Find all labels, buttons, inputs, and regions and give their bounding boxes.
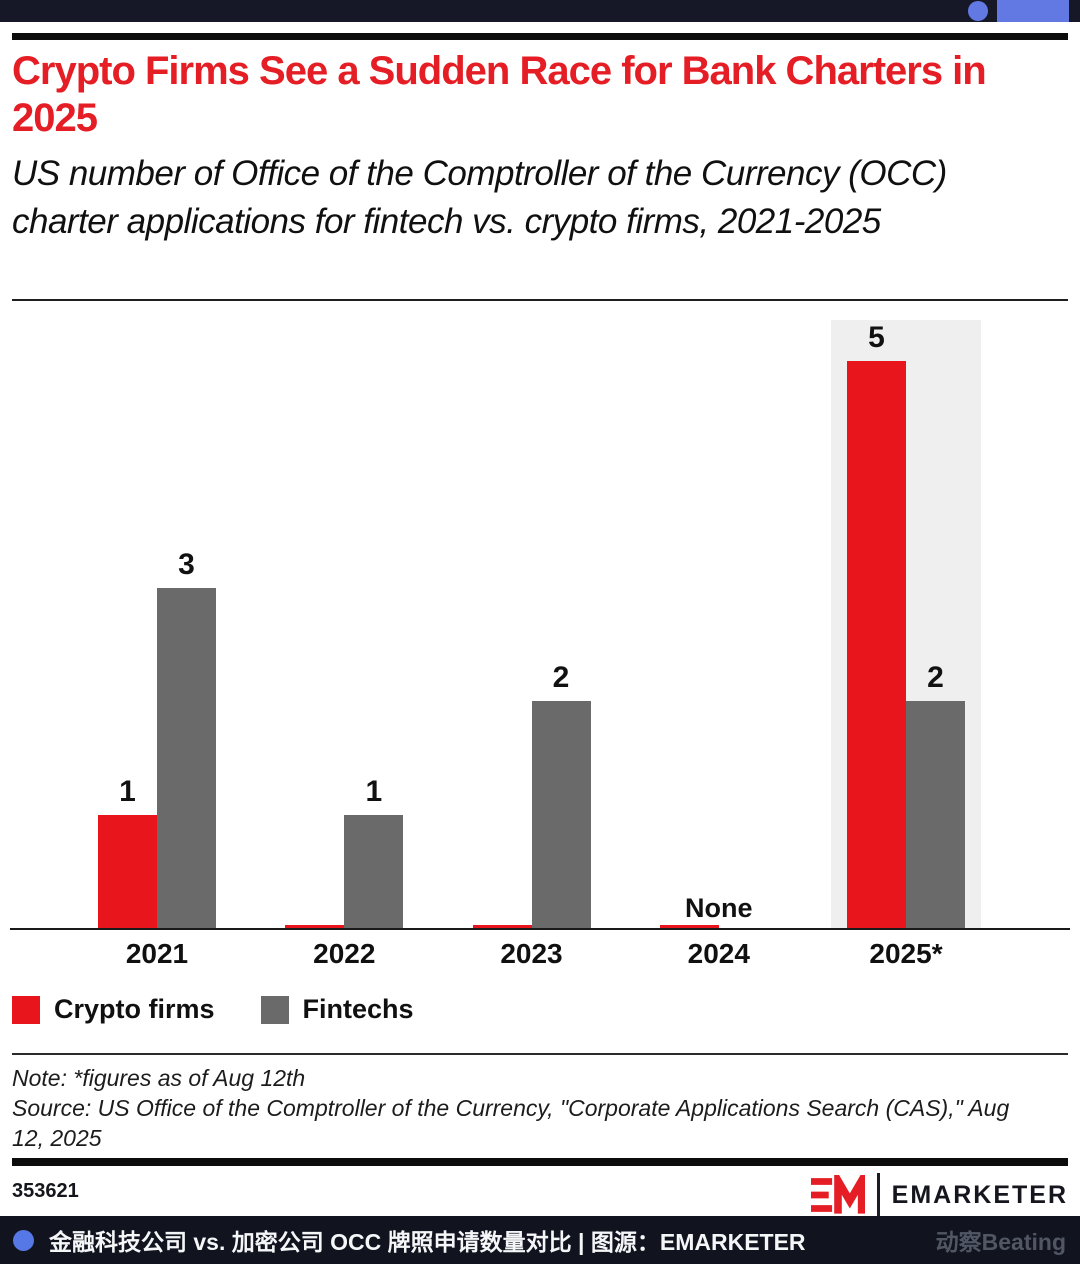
top-rule [12,33,1068,40]
chart-title: Crypto Firms See a Sudden Race for Bank … [12,49,987,140]
bar-chart: 1 3 1 2 None 5 2 2021 2022 2023 2024 2025* [0,318,1080,969]
blue-rect-decoration [997,0,1069,22]
chart-source: Source: US Office of the Comptroller of … [12,1095,1010,1151]
bar-fintech-2022 [344,815,404,928]
bar-crypto-2025 [847,361,906,928]
bar-crypto-2024 [659,925,719,928]
plot-area: 1 3 1 2 None 5 2 [10,318,1070,930]
legend-swatch-icon [12,995,40,1024]
bar-crypto-2022 [285,925,345,928]
value-label: 1 [365,775,383,808]
x-axis-label-2021: 2021 [125,938,189,969]
x-axis-label-2022: 2022 [313,938,376,969]
caption-text: 金融科技公司 vs. 加密公司 OCC 牌照申请数量对比 | 图源：EMARKE… [49,1229,806,1255]
none-annotation: None [685,893,753,923]
value-label: 2 [552,661,570,694]
subtitle-divider [12,299,1068,301]
top-decoration-bar [0,0,1080,22]
chart-subtitle: US number of Office of the Comptroller o… [12,154,947,241]
emarketer-brand: EMARKETER [810,1172,1068,1218]
value-label: 3 [178,548,195,581]
bar-crypto-2023 [472,925,532,928]
chart-note: Note: *figures as of Aug 12th [12,1065,306,1091]
value-label: 5 [868,321,885,354]
legend-label: Crypto firms [54,994,215,1024]
note-divider [12,1053,1068,1055]
bar-fintech-2021 [157,588,216,928]
value-label: 2 [927,661,944,694]
blue-dot-icon [968,1,988,21]
emarketer-logo-icon [810,1175,865,1214]
watermark-text: 动察Beating [935,1229,1066,1255]
bar-fintech-2025 [906,701,965,928]
caption-bar: 金融科技公司 vs. 加密公司 OCC 牌照申请数量对比 | 图源：EMARKE… [0,1216,1080,1264]
bar-crypto-2021 [98,815,157,928]
bar-fintech-2023 [531,701,591,928]
footer-rule [12,1158,1068,1166]
legend-swatch-icon [260,995,289,1024]
logo-divider [876,1173,880,1217]
bullet-icon [13,1229,34,1251]
x-axis-label-2025: 2025* [869,938,943,969]
emarketer-wordmark: EMARKETER [891,1180,1068,1209]
x-axis-label-2023: 2023 [500,938,563,969]
chart-legend: Crypto firms Fintechs [12,994,414,1025]
value-label: 1 [119,775,136,808]
legend-item: Crypto firms [12,994,215,1025]
legend-item: Fintechs [260,994,414,1025]
x-axis-labels: 2021 2022 2023 2024 2025* [10,930,1070,970]
legend-label: Fintechs [302,994,414,1024]
chart-id: 353621 [12,1180,79,1202]
x-axis-label-2024: 2024 [687,938,750,969]
